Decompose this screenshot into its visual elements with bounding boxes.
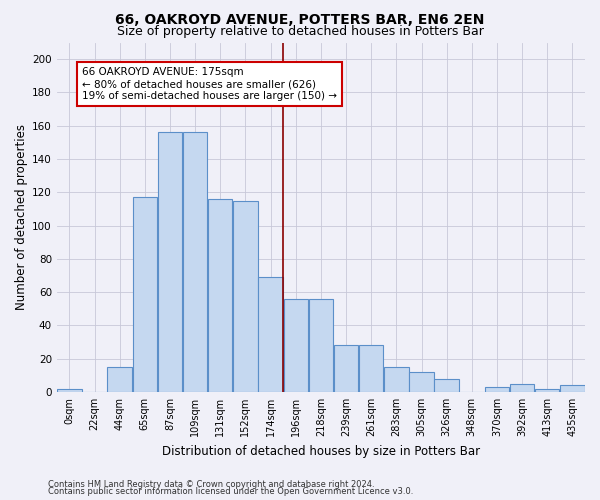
Bar bbox=[57, 388, 82, 392]
X-axis label: Distribution of detached houses by size in Potters Bar: Distribution of detached houses by size … bbox=[162, 444, 480, 458]
Bar bbox=[560, 386, 584, 392]
Bar bbox=[133, 197, 157, 392]
Bar bbox=[434, 378, 459, 392]
Bar bbox=[535, 388, 559, 392]
Text: Contains HM Land Registry data © Crown copyright and database right 2024.: Contains HM Land Registry data © Crown c… bbox=[48, 480, 374, 489]
Bar bbox=[485, 387, 509, 392]
Text: 66 OAKROYD AVENUE: 175sqm
← 80% of detached houses are smaller (626)
19% of semi: 66 OAKROYD AVENUE: 175sqm ← 80% of detac… bbox=[82, 68, 337, 100]
Y-axis label: Number of detached properties: Number of detached properties bbox=[15, 124, 28, 310]
Bar bbox=[183, 132, 208, 392]
Bar bbox=[359, 346, 383, 392]
Bar bbox=[158, 132, 182, 392]
Bar bbox=[284, 298, 308, 392]
Bar bbox=[409, 372, 434, 392]
Bar bbox=[510, 384, 535, 392]
Bar bbox=[384, 367, 409, 392]
Bar bbox=[233, 200, 257, 392]
Bar bbox=[107, 367, 132, 392]
Text: Contains public sector information licensed under the Open Government Licence v3: Contains public sector information licen… bbox=[48, 488, 413, 496]
Bar bbox=[259, 277, 283, 392]
Bar bbox=[208, 199, 232, 392]
Text: 66, OAKROYD AVENUE, POTTERS BAR, EN6 2EN: 66, OAKROYD AVENUE, POTTERS BAR, EN6 2EN bbox=[115, 12, 485, 26]
Text: Size of property relative to detached houses in Potters Bar: Size of property relative to detached ho… bbox=[116, 25, 484, 38]
Bar bbox=[308, 298, 333, 392]
Bar bbox=[334, 346, 358, 392]
